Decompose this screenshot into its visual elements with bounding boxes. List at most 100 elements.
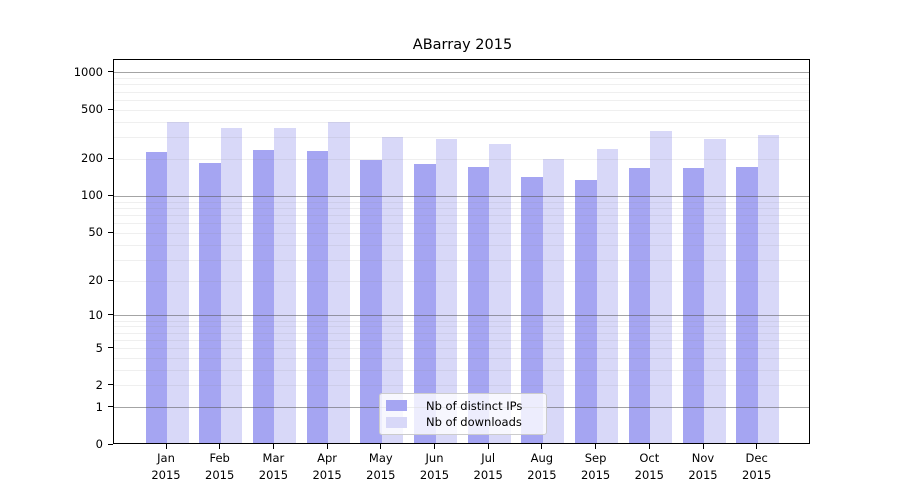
bar-downloads-oct (650, 130, 672, 443)
x-tick-year-jun: 2015 (419, 468, 450, 482)
y-tick-label-5: 5 (95, 340, 103, 355)
x-tick-year-sep: 2015 (580, 468, 611, 482)
x-tick-year-aug: 2015 (527, 468, 557, 482)
gridline-900 (114, 78, 809, 80)
bar-downloads-mar (274, 127, 296, 443)
bar-downloads-jan (167, 122, 189, 443)
bar-distinct-ips-feb (199, 162, 221, 443)
y-tick-label-2: 2 (95, 377, 103, 392)
bar-distinct-ips-aug (521, 176, 543, 443)
legend-item-downloads: Nb of downloads (386, 415, 540, 429)
y-tick-20 (108, 279, 113, 281)
chart-title: ABarray 2015 (412, 37, 513, 53)
gridline-10 (114, 315, 809, 317)
bar-distinct-ips-mar (252, 149, 275, 443)
x-tick-may (380, 444, 382, 449)
y-tick-label-1000: 1000 (73, 64, 103, 79)
bar-distinct-ips-jan (145, 152, 167, 443)
gridline-5 (114, 348, 809, 349)
x-tick-nov (702, 444, 704, 449)
x-tick-label-apr: Apr 2015 (297, 450, 357, 484)
bar-distinct-ips-dec (736, 166, 758, 443)
legend-label-distinct-ips: Nb of distinct IPs (426, 398, 523, 413)
y-tick-5 (108, 347, 113, 348)
gridline-1000 (114, 72, 809, 74)
y-tick-label-1: 1 (95, 399, 103, 414)
x-tick-year-may: 2015 (366, 468, 396, 482)
bar-distinct-ips-sep (575, 180, 597, 443)
x-tick-jan (165, 444, 167, 449)
y-tick-0 (108, 443, 113, 445)
gridline-30 (114, 259, 809, 261)
bar-distinct-ips-oct (628, 168, 651, 443)
plot-area: Nb of distinct IPs Nb of downloads (113, 59, 810, 444)
bar-downloads-jun (435, 139, 457, 443)
gridline-40 (114, 244, 809, 246)
bar-distinct-ips-apr (306, 150, 329, 443)
x-tick-label-jul: Jul 2015 (458, 450, 518, 484)
gridline-500 (114, 109, 809, 111)
bar-downloads-apr (328, 122, 350, 443)
y-tick-2 (108, 384, 113, 386)
bar-distinct-ips-jun (414, 163, 436, 443)
bar-downloads-aug (542, 158, 565, 443)
bar-downloads-nov (704, 139, 726, 443)
gridline-700 (114, 91, 809, 93)
gridline-300 (114, 137, 809, 139)
gridline-100 (114, 195, 809, 197)
x-tick-label-feb: Feb 2015 (190, 450, 250, 484)
legend-swatch-distinct-ips (386, 400, 407, 412)
gridline-7 (114, 332, 809, 334)
y-tick-label-500: 500 (81, 102, 103, 117)
y-tick-label-200: 200 (81, 151, 103, 166)
x-tick-aug (541, 444, 543, 449)
gridline-50 (114, 232, 809, 234)
x-tick-year-mar: 2015 (258, 468, 289, 482)
y-tick-500 (108, 108, 113, 110)
gridline-9 (114, 320, 809, 322)
y-tick-label-100: 100 (81, 188, 103, 203)
x-tick-oct (648, 444, 650, 449)
bar-downloads-sep (596, 149, 619, 443)
bar-distinct-ips-may (360, 159, 382, 443)
y-tick-50 (108, 231, 113, 233)
x-tick-jul (487, 444, 489, 449)
y-tick-label-20: 20 (88, 273, 103, 288)
x-tick-feb (219, 444, 221, 449)
x-tick-apr (326, 444, 328, 449)
x-tick-label-dec: Dec 2015 (727, 450, 787, 484)
gridline-2 (114, 385, 809, 387)
gridline-20 (114, 280, 809, 282)
gridline-600 (114, 99, 809, 101)
legend-label-downloads: Nb of downloads (426, 415, 522, 430)
y-tick-1000 (108, 71, 113, 73)
legend-item-distinct-ips: Nb of distinct IPs (386, 399, 540, 413)
x-tick-label-oct: Oct 2015 (619, 450, 679, 484)
x-tick-label-nov: Nov 2015 (673, 450, 733, 484)
gridline-3 (114, 369, 809, 371)
x-tick-label-mar: Mar 2015 (243, 450, 303, 484)
gridline-4 (114, 357, 809, 359)
x-tick-dec (756, 444, 758, 449)
gridline-70 (114, 214, 809, 216)
gridline-90 (114, 201, 809, 203)
x-tick-year-dec: 2015 (742, 468, 772, 482)
grid-layer (114, 60, 809, 443)
y-tick-200 (108, 157, 113, 159)
x-tick-year-jan: 2015 (151, 468, 181, 482)
x-tick-year-oct: 2015 (634, 468, 664, 482)
x-tick-label-aug: Aug 2015 (512, 450, 572, 484)
y-tick-label-50: 50 (88, 225, 103, 240)
x-tick-label-jan: Jan 2015 (136, 450, 196, 484)
bar-distinct-ips-nov (682, 167, 704, 443)
y-tick-label-10: 10 (88, 307, 103, 322)
bar-downloads-jul (489, 144, 511, 443)
bar-downloads-feb (220, 128, 243, 443)
x-tick-label-may: May 2015 (351, 450, 411, 484)
x-tick-year-feb: 2015 (205, 468, 235, 482)
gridline-400 (114, 121, 809, 123)
bar-distinct-ips-jul (467, 167, 490, 443)
bar-downloads-may (381, 137, 404, 443)
legend: Nb of distinct IPs Nb of downloads (379, 393, 547, 435)
y-tick-1 (108, 406, 113, 408)
